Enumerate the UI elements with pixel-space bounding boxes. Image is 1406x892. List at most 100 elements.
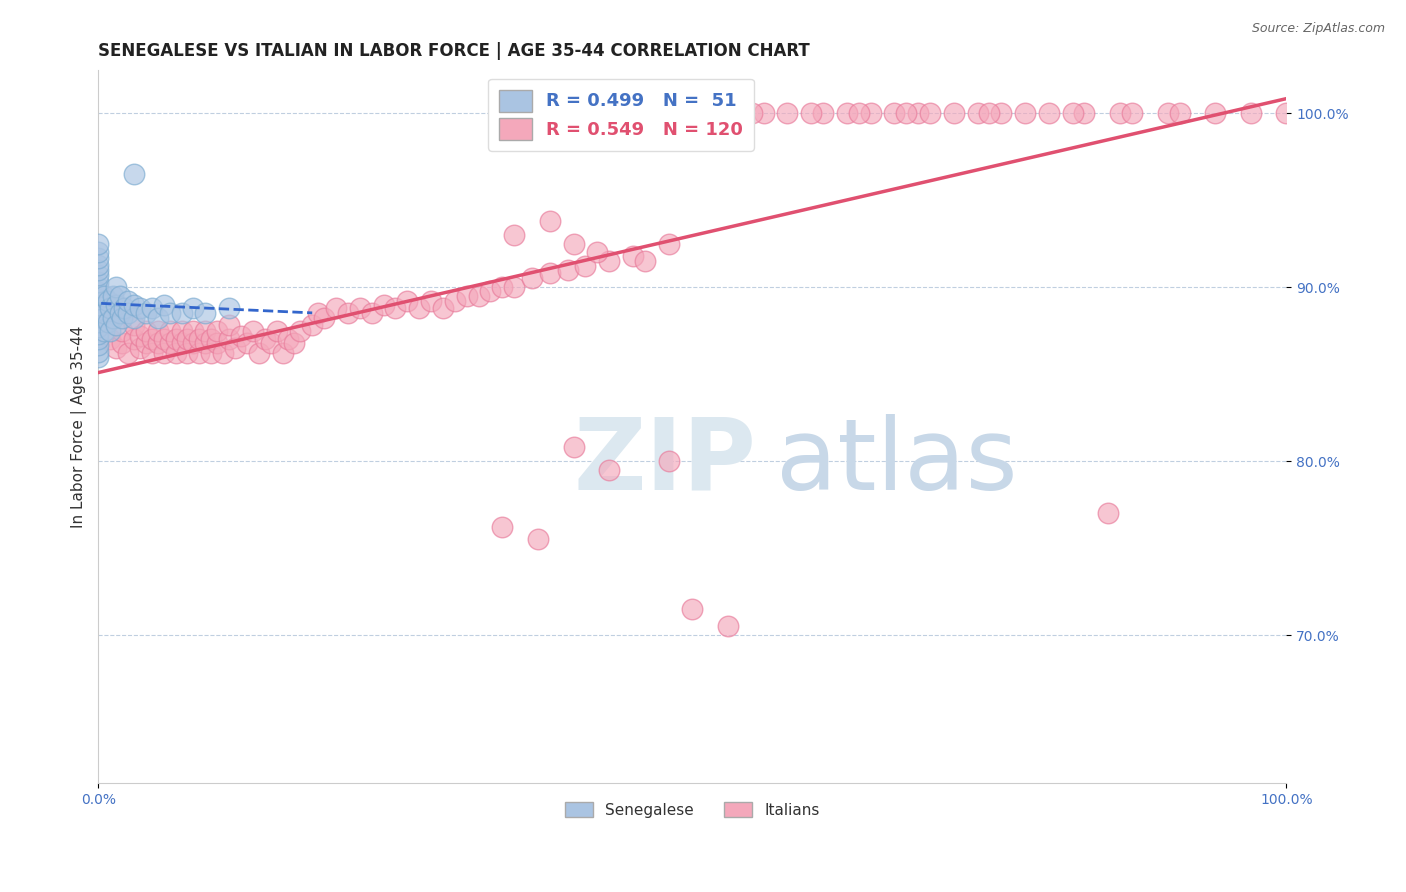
Y-axis label: In Labor Force | Age 35-44: In Labor Force | Age 35-44: [72, 326, 87, 527]
Point: [170, 335, 193, 350]
Point: [135, 324, 157, 338]
Point: [170, 306, 193, 320]
Point: [491, 280, 513, 294]
Point: [1275, 106, 1298, 120]
Point: [336, 306, 359, 320]
Point: [848, 106, 870, 120]
Point: [188, 346, 211, 360]
Point: [562, 236, 585, 251]
Point: [183, 324, 205, 338]
Point: [557, 262, 579, 277]
Point: [883, 106, 905, 120]
Legend: Senegalese, Italians: Senegalese, Italians: [558, 794, 827, 825]
Point: [98, 301, 121, 315]
Point: [503, 227, 526, 242]
Point: [229, 329, 252, 343]
Text: atlas: atlas: [776, 414, 1017, 510]
Point: [776, 106, 799, 120]
Point: [598, 463, 620, 477]
Point: [527, 533, 550, 547]
Text: Source: ZipAtlas.com: Source: ZipAtlas.com: [1251, 22, 1385, 36]
Point: [634, 254, 657, 268]
Point: [122, 332, 145, 346]
Point: [420, 294, 443, 309]
Point: [467, 289, 489, 303]
Point: [105, 280, 128, 294]
Point: [122, 297, 145, 311]
Point: [224, 341, 246, 355]
Point: [283, 335, 305, 350]
Point: [152, 297, 174, 311]
Point: [1156, 106, 1178, 120]
Point: [122, 318, 145, 333]
Point: [87, 285, 110, 300]
Point: [176, 346, 198, 360]
Point: [290, 324, 312, 338]
Point: [87, 350, 110, 364]
Point: [966, 106, 988, 120]
Point: [432, 301, 454, 315]
Point: [117, 294, 139, 309]
Point: [129, 329, 152, 343]
Point: [990, 106, 1012, 120]
Point: [598, 254, 620, 268]
Point: [146, 311, 169, 326]
Point: [538, 214, 561, 228]
Point: [194, 324, 217, 338]
Point: [87, 310, 110, 324]
Point: [562, 440, 585, 454]
Point: [408, 301, 430, 315]
Point: [800, 106, 823, 120]
Point: [117, 346, 139, 360]
Point: [87, 280, 110, 294]
Point: [811, 106, 834, 120]
Point: [93, 306, 115, 320]
Point: [205, 335, 228, 350]
Point: [141, 332, 163, 346]
Point: [101, 289, 124, 303]
Point: [456, 289, 478, 303]
Point: [87, 344, 110, 359]
Point: [93, 289, 115, 303]
Point: [621, 249, 644, 263]
Point: [658, 454, 681, 468]
Point: [87, 297, 110, 311]
Point: [704, 106, 727, 120]
Point: [188, 332, 211, 346]
Point: [271, 346, 294, 360]
Point: [307, 306, 329, 320]
Point: [1062, 106, 1084, 120]
Point: [859, 106, 882, 120]
Point: [87, 268, 110, 282]
Point: [98, 324, 121, 338]
Point: [108, 289, 131, 303]
Point: [152, 346, 174, 360]
Point: [253, 332, 276, 346]
Point: [1073, 106, 1095, 120]
Point: [194, 306, 217, 320]
Point: [242, 324, 264, 338]
Point: [141, 301, 163, 315]
Point: [165, 332, 187, 346]
Point: [200, 346, 222, 360]
Point: [266, 324, 288, 338]
Point: [277, 332, 299, 346]
Point: [373, 297, 395, 311]
Point: [360, 306, 382, 320]
Point: [122, 167, 145, 181]
Point: [97, 294, 120, 309]
Point: [728, 106, 751, 120]
Point: [129, 341, 152, 355]
Point: [979, 106, 1001, 120]
Point: [200, 332, 222, 346]
Point: [236, 335, 259, 350]
Point: [247, 346, 270, 360]
Point: [218, 318, 240, 333]
Point: [1204, 106, 1226, 120]
Point: [170, 324, 193, 338]
Point: [586, 245, 609, 260]
Text: ZIP: ZIP: [574, 414, 756, 510]
Point: [212, 346, 235, 360]
Point: [479, 284, 502, 298]
Point: [87, 293, 110, 307]
